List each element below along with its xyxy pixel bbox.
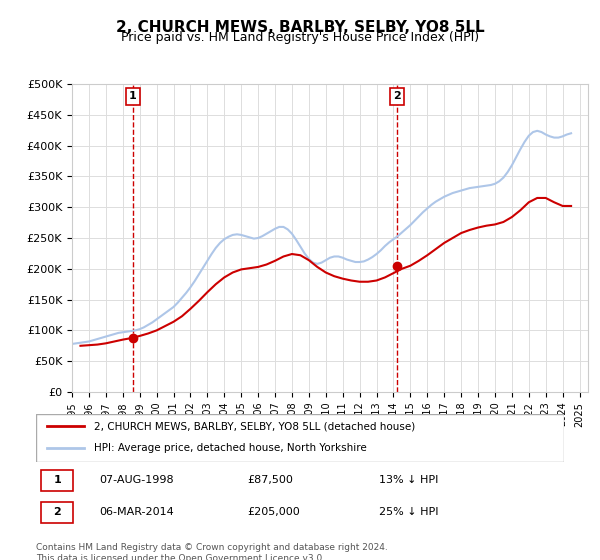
FancyBboxPatch shape (41, 502, 73, 523)
Text: 1: 1 (129, 91, 137, 101)
Text: 2: 2 (393, 91, 401, 101)
Text: 13% ↓ HPI: 13% ↓ HPI (379, 475, 439, 486)
FancyBboxPatch shape (41, 470, 73, 491)
Text: 2: 2 (53, 507, 61, 517)
Text: Contains HM Land Registry data © Crown copyright and database right 2024.
This d: Contains HM Land Registry data © Crown c… (36, 543, 388, 560)
Text: Price paid vs. HM Land Registry's House Price Index (HPI): Price paid vs. HM Land Registry's House … (121, 31, 479, 44)
Text: 2, CHURCH MEWS, BARLBY, SELBY, YO8 5LL: 2, CHURCH MEWS, BARLBY, SELBY, YO8 5LL (116, 20, 484, 35)
Text: £205,000: £205,000 (247, 507, 300, 517)
Text: 25% ↓ HPI: 25% ↓ HPI (379, 507, 439, 517)
FancyBboxPatch shape (36, 414, 564, 462)
Text: 2, CHURCH MEWS, BARLBY, SELBY, YO8 5LL (detached house): 2, CHURCH MEWS, BARLBY, SELBY, YO8 5LL (… (94, 421, 415, 431)
Text: £87,500: £87,500 (247, 475, 293, 486)
Text: HPI: Average price, detached house, North Yorkshire: HPI: Average price, detached house, Nort… (94, 443, 367, 452)
Text: 07-AUG-1998: 07-AUG-1998 (100, 475, 174, 486)
Text: 1: 1 (53, 475, 61, 486)
Text: 06-MAR-2014: 06-MAR-2014 (100, 507, 174, 517)
